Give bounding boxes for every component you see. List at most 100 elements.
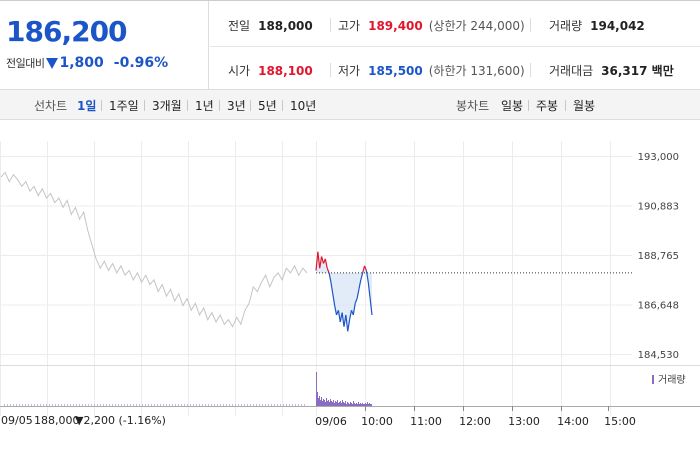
volume-bar bbox=[94, 404, 95, 406]
volume-label: 거래량 bbox=[658, 374, 686, 386]
today-segment bbox=[345, 314, 349, 332]
stat-value: 189,400 bbox=[368, 19, 423, 33]
period-1w[interactable]: 1주일 bbox=[109, 99, 139, 113]
volume-bar bbox=[166, 404, 167, 406]
volume-bar bbox=[37, 404, 38, 406]
volume-bar bbox=[316, 372, 317, 406]
volume-bar bbox=[205, 404, 206, 406]
stats-divider bbox=[210, 46, 700, 47]
stat-sub: (상한가 244,000) bbox=[428, 19, 525, 33]
volume-bar bbox=[362, 403, 363, 406]
period-3y[interactable]: 3년 bbox=[227, 99, 246, 113]
separator bbox=[528, 100, 529, 111]
volume-bar bbox=[274, 404, 275, 406]
stat-label: 고가 bbox=[338, 19, 361, 33]
y-axis: 193,000 190,883 188,765 186,648 184,530 bbox=[638, 152, 679, 361]
volume-bar bbox=[184, 404, 185, 406]
volume-bar bbox=[289, 404, 290, 406]
volume-bar bbox=[301, 404, 302, 406]
today-segment bbox=[369, 298, 373, 316]
volume-bar bbox=[118, 404, 119, 406]
volume-bar bbox=[298, 404, 299, 406]
period-1d[interactable]: 1일 bbox=[77, 99, 97, 113]
volume-bar bbox=[40, 404, 41, 406]
volume-bar bbox=[13, 404, 14, 406]
separator bbox=[330, 18, 331, 32]
today-segment bbox=[315, 251, 319, 271]
volume-bar bbox=[163, 404, 164, 406]
prev-change-label: ▼2,200 (-1.16%) bbox=[75, 414, 166, 427]
volume-bar bbox=[28, 404, 29, 406]
today-segment bbox=[324, 258, 328, 269]
volume-bar bbox=[336, 402, 337, 406]
volume-bar bbox=[220, 404, 221, 406]
volume-bar bbox=[280, 404, 281, 406]
volume-bar bbox=[235, 404, 236, 406]
volume-bar bbox=[355, 404, 356, 406]
volume-bar bbox=[360, 403, 361, 406]
volume-bar bbox=[151, 404, 152, 406]
volume-bar bbox=[88, 404, 89, 406]
volume-bar bbox=[247, 404, 248, 406]
volume-bar bbox=[365, 403, 366, 406]
period-1y[interactable]: 1년 bbox=[195, 99, 214, 113]
candle-weekly[interactable]: 주봉 bbox=[536, 99, 559, 113]
today-price-line bbox=[315, 251, 373, 332]
volume-bar bbox=[229, 404, 230, 406]
current-price-box: 186,200 전일대비 1,800 -0.96% bbox=[0, 1, 209, 90]
line-chart-label: 선차트 bbox=[34, 99, 68, 113]
today-segment bbox=[341, 312, 345, 327]
volume-bar bbox=[319, 396, 320, 406]
volume-bar bbox=[342, 400, 343, 406]
volume-bar bbox=[91, 404, 92, 406]
candle-daily[interactable]: 일봉 bbox=[501, 99, 524, 113]
volume-bar bbox=[70, 404, 71, 406]
period-3m[interactable]: 3개월 bbox=[152, 99, 182, 113]
volume-bar bbox=[332, 402, 333, 406]
volume-bar bbox=[344, 403, 345, 406]
volume-bar bbox=[268, 404, 269, 406]
volume-bar bbox=[343, 402, 344, 406]
x-tick-label: 14:00 bbox=[557, 415, 589, 428]
volume-legend-swatch bbox=[652, 375, 654, 384]
volume-bar bbox=[196, 404, 197, 406]
volume-bar bbox=[175, 404, 176, 406]
volume-bar bbox=[4, 404, 5, 406]
volume-bar bbox=[178, 404, 179, 406]
volume-bar bbox=[253, 404, 254, 406]
volume-bar bbox=[323, 399, 324, 406]
volume-bar bbox=[350, 402, 351, 406]
today-segment bbox=[349, 310, 353, 320]
stat-label: 거래대금 bbox=[549, 64, 594, 78]
candle-monthly[interactable]: 월봉 bbox=[573, 99, 596, 113]
separator bbox=[187, 100, 188, 111]
volume-bar bbox=[327, 401, 328, 406]
today-segment bbox=[330, 282, 334, 295]
quote-header: 186,200 전일대비 1,800 -0.96% 전일 188,000 고가 … bbox=[0, 0, 700, 90]
volume-bar bbox=[46, 404, 47, 406]
volume-bar bbox=[31, 404, 32, 406]
chart-grid bbox=[0, 141, 700, 416]
volume-bar bbox=[367, 402, 368, 406]
today-segment bbox=[362, 265, 366, 274]
volume-bar bbox=[277, 404, 278, 406]
volume-bar bbox=[286, 404, 287, 406]
y-tick-label: 188,765 bbox=[638, 251, 679, 262]
y-tick-label: 190,883 bbox=[638, 202, 679, 213]
period-5y[interactable]: 5년 bbox=[258, 99, 277, 113]
separator bbox=[530, 63, 531, 77]
separator bbox=[250, 100, 251, 111]
volume-bar bbox=[333, 400, 334, 406]
volume-bar bbox=[202, 404, 203, 406]
volume-bar bbox=[349, 404, 350, 406]
volume-bar bbox=[64, 404, 65, 406]
volume-bar bbox=[331, 401, 332, 406]
period-10y[interactable]: 10년 bbox=[290, 99, 317, 113]
volume-bars: 거래량 bbox=[4, 372, 686, 406]
today-segment bbox=[317, 251, 321, 269]
volume-bar bbox=[61, 404, 62, 406]
x-axis: 09/05 188,000▼2,200 (-1.16%) 09/06 10:00 11:… bbox=[1, 406, 636, 428]
today-segment bbox=[326, 267, 330, 274]
separator bbox=[144, 100, 145, 111]
